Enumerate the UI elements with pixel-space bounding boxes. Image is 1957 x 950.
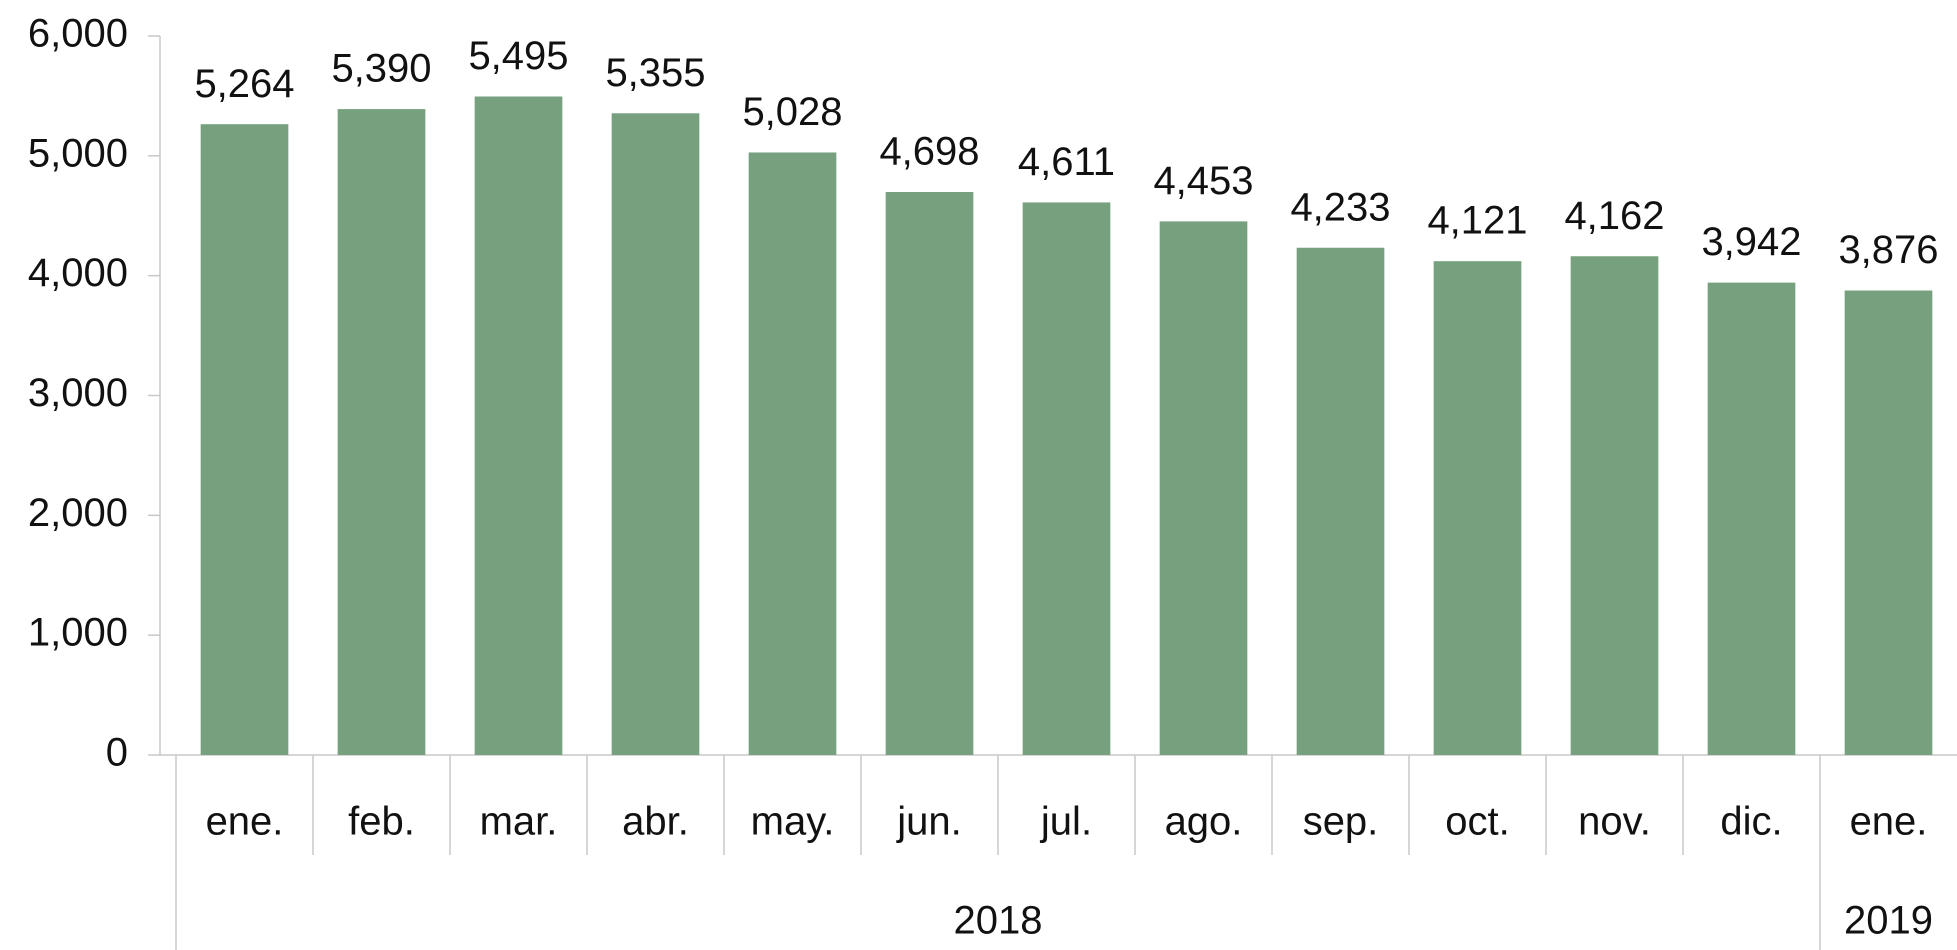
value-label: 3,942 xyxy=(1701,220,1801,264)
bar xyxy=(885,192,974,755)
bar xyxy=(1844,290,1933,755)
value-label: 4,698 xyxy=(879,130,979,174)
y-tick-label: 3,000 xyxy=(28,371,128,415)
bar xyxy=(1022,202,1111,756)
y-tick-label: 6,000 xyxy=(28,12,128,56)
value-label: 4,162 xyxy=(1564,194,1664,238)
value-label: 5,264 xyxy=(194,62,294,106)
bar xyxy=(1570,256,1659,755)
bar xyxy=(474,96,563,756)
group-label: 2018 xyxy=(954,899,1043,943)
y-tick-label: 4,000 xyxy=(28,251,128,295)
x-tick-label: oct. xyxy=(1445,800,1509,844)
value-label: 5,390 xyxy=(331,47,431,91)
value-label: 5,028 xyxy=(742,90,842,134)
x-tick-label: ago. xyxy=(1165,800,1243,844)
x-tick-label: mar. xyxy=(480,800,558,844)
x-tick-label: dic. xyxy=(1720,800,1782,844)
x-tick-label: may. xyxy=(751,800,835,844)
bar xyxy=(1159,221,1248,755)
bar xyxy=(748,152,837,755)
x-tick-label: jun. xyxy=(896,800,962,844)
bar xyxy=(1707,282,1796,755)
bar xyxy=(1296,247,1385,756)
x-tick-label: feb. xyxy=(348,800,415,844)
x-tick-label: sep. xyxy=(1303,800,1379,844)
y-tick-label: 1,000 xyxy=(28,611,128,655)
y-tick-label: 5,000 xyxy=(28,131,128,175)
value-label: 5,495 xyxy=(468,34,568,78)
value-label: 4,453 xyxy=(1153,159,1253,203)
bar xyxy=(611,113,700,756)
y-tick-label: 2,000 xyxy=(28,491,128,535)
x-tick-label: ene. xyxy=(206,800,284,844)
x-tick-label: abr. xyxy=(622,800,689,844)
x-tick-label: nov. xyxy=(1578,800,1651,844)
x-tick-label: ene. xyxy=(1850,800,1928,844)
value-label: 4,121 xyxy=(1427,199,1527,243)
x-tick-label: jul. xyxy=(1040,800,1092,844)
bar xyxy=(337,109,426,756)
bar xyxy=(200,124,289,756)
group-label: 2019 xyxy=(1844,899,1933,943)
value-label: 4,611 xyxy=(1018,140,1115,184)
bar xyxy=(1433,261,1522,755)
value-label: 3,876 xyxy=(1838,228,1938,272)
y-tick-label: 0 xyxy=(106,731,128,775)
value-label: 5,355 xyxy=(605,51,705,95)
value-label: 4,233 xyxy=(1290,185,1390,229)
